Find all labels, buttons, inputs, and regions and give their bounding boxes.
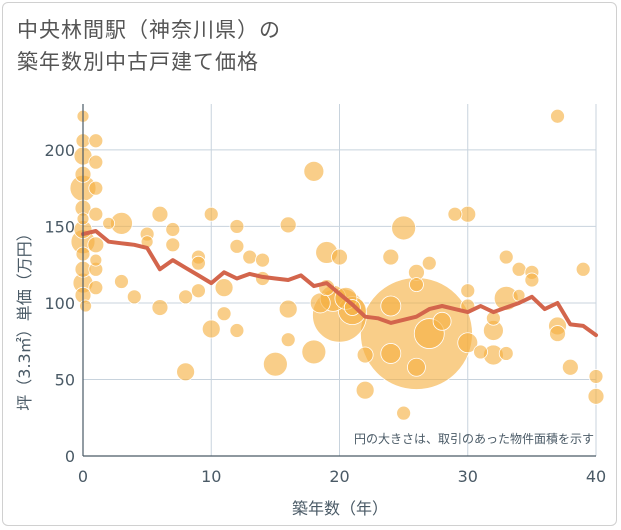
x-tick-label: 30 xyxy=(458,467,478,486)
data-bubble xyxy=(191,255,206,271)
data-bubble xyxy=(550,108,565,124)
bubble-size-note: 円の大きさは、取引のあった物件面積を示す xyxy=(354,431,594,446)
grid-lines xyxy=(83,104,597,456)
data-bubble xyxy=(176,362,196,382)
data-bubble xyxy=(165,237,181,253)
data-bubble xyxy=(114,274,129,289)
y-tick-label: 150 xyxy=(44,217,75,236)
data-bubble xyxy=(126,289,142,305)
data-bubble xyxy=(88,154,104,170)
data-bubble xyxy=(203,206,219,222)
data-bubble xyxy=(151,205,169,223)
bubbles xyxy=(69,108,605,421)
data-bubble xyxy=(355,380,375,400)
data-bubble xyxy=(280,332,296,348)
data-bubble xyxy=(407,357,426,377)
data-bubble xyxy=(301,339,327,365)
x-tick-label: 20 xyxy=(329,467,349,486)
data-bubble xyxy=(498,249,514,265)
data-bubble xyxy=(102,216,116,230)
data-bubble xyxy=(242,249,258,265)
data-bubble xyxy=(278,299,298,319)
data-bubble xyxy=(89,253,103,267)
data-bubble xyxy=(87,236,105,254)
data-bubble xyxy=(165,222,181,237)
data-bubble xyxy=(88,280,104,296)
data-bubble xyxy=(331,248,348,266)
data-bubble xyxy=(88,133,104,149)
data-bubble xyxy=(229,323,245,338)
x-axis-label: 築年数（年） xyxy=(292,499,388,518)
axes: 0 10 20 30 40 0 50 100 150 200 xyxy=(44,104,606,486)
data-bubble xyxy=(380,295,402,317)
data-bubble xyxy=(229,238,245,254)
data-bubble xyxy=(391,215,417,241)
y-tick-label: 100 xyxy=(44,294,75,313)
data-bubble xyxy=(382,248,400,266)
data-bubble xyxy=(216,306,232,322)
y-axis-label: 坪（3.3㎡）単価（万円） xyxy=(15,225,34,410)
data-bubble xyxy=(457,332,479,354)
data-bubble xyxy=(409,277,424,292)
data-bubble xyxy=(178,289,194,305)
x-tick-label: 0 xyxy=(78,467,88,486)
data-bubble xyxy=(447,206,463,222)
data-bubble xyxy=(303,160,325,182)
data-bubble xyxy=(380,343,402,364)
data-bubble xyxy=(587,387,605,405)
data-bubble xyxy=(421,255,437,271)
data-bubble xyxy=(279,216,297,234)
chart-title: 中央林間駅（神奈川県）の 築年数別中古戸建て価格 xyxy=(17,14,281,78)
data-bubble xyxy=(549,325,566,342)
data-bubble xyxy=(88,180,104,196)
data-bubble xyxy=(356,346,374,364)
data-bubble xyxy=(255,252,270,268)
data-bubble xyxy=(460,283,476,299)
data-bubble xyxy=(229,219,245,234)
data-bubble xyxy=(191,283,206,299)
y-tick-label: 0 xyxy=(65,447,75,466)
chart-title-line2: 築年数別中古戸建て価格 xyxy=(17,50,259,74)
data-bubble xyxy=(88,206,104,222)
trend-line xyxy=(81,229,598,338)
data-bubble xyxy=(575,261,591,277)
data-bubble xyxy=(588,369,604,384)
data-bubble xyxy=(214,278,234,298)
data-bubble xyxy=(473,344,488,360)
data-bubble xyxy=(151,299,169,316)
data-bubble xyxy=(511,261,527,277)
data-bubble xyxy=(561,358,579,376)
data-bubble xyxy=(396,405,412,421)
data-bubble xyxy=(79,299,92,313)
data-bubble xyxy=(524,272,540,288)
y-tick-label: 50 xyxy=(55,370,75,389)
chart-title-line1: 中央林間駅（神奈川県）の xyxy=(17,18,281,42)
data-bubble xyxy=(262,351,288,377)
data-bubble xyxy=(498,346,514,361)
y-tick-label: 200 xyxy=(44,141,75,160)
data-bubble xyxy=(432,311,452,331)
x-tick-label: 10 xyxy=(201,467,221,486)
data-bubble xyxy=(201,319,221,339)
x-tick-label: 40 xyxy=(586,467,606,486)
trend-line-group xyxy=(81,229,598,338)
